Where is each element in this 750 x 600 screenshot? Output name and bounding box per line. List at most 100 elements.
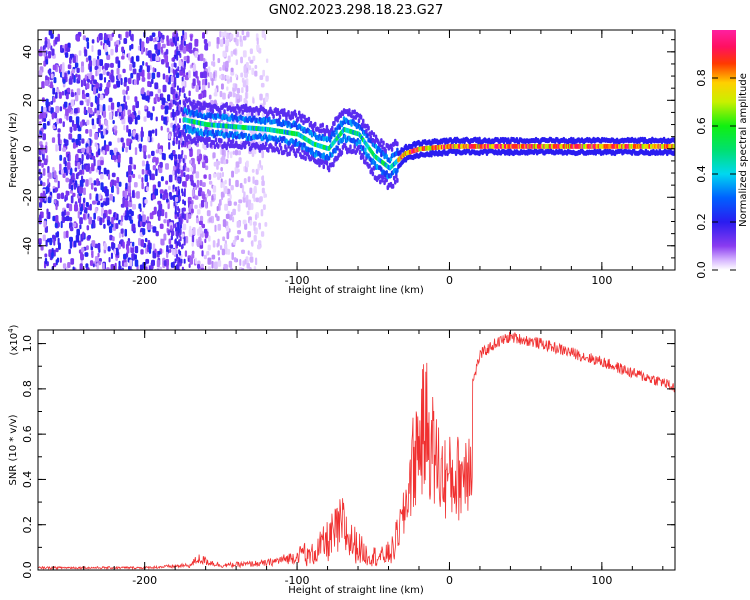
spectrogram-cell <box>201 193 206 200</box>
spectrogram-cell <box>202 79 206 87</box>
spectrogram-cell <box>327 167 331 173</box>
spectrogram-cell <box>194 257 197 264</box>
spectrogram-cell <box>183 60 186 66</box>
spectrogram-cell <box>230 267 234 270</box>
spectrogram-cell <box>150 114 153 121</box>
spectrogram-cell <box>91 45 94 52</box>
spectrogram-cell <box>367 125 370 131</box>
spectrogram-cell <box>70 92 75 98</box>
spectrogram-cell <box>241 267 245 270</box>
spectrogram-cell <box>47 43 51 49</box>
spectrogram-cell <box>89 145 92 153</box>
spectrogram-cell <box>182 46 187 54</box>
spectrogram-cell <box>38 158 42 167</box>
spectrogram-cell <box>178 91 181 97</box>
spectrogram-cell <box>177 123 180 129</box>
spectrogram-cell <box>294 112 298 118</box>
spectrogram-cell <box>205 193 209 198</box>
spectrogram-cell <box>130 43 134 50</box>
spectrogram-cell <box>39 214 42 219</box>
spectrogram-cell <box>139 144 142 152</box>
spectrogram-cell <box>132 203 137 210</box>
spectrogram-cell <box>112 222 117 231</box>
spectrogram-cell <box>175 186 178 192</box>
spectrogram-cell <box>142 214 146 223</box>
spectrogram-x-tick-label: 100 <box>591 274 612 287</box>
spectrogram-cell <box>163 233 167 241</box>
spectrogram-cell <box>161 97 165 106</box>
spectrogram-cell <box>116 176 120 185</box>
spectrogram-cell <box>352 148 355 154</box>
spectrogram-cell <box>88 177 93 186</box>
spectrogram-cell <box>320 128 323 134</box>
spectrogram-cell <box>71 172 75 180</box>
spectrogram-cell <box>161 58 165 65</box>
spectrogram-cell <box>100 124 103 130</box>
spectrogram-cell <box>211 108 215 114</box>
spectrogram-cell <box>94 95 98 104</box>
spectrogram-cell <box>158 148 162 155</box>
spectrogram-cell <box>99 59 104 66</box>
spectrogram-cell <box>51 112 55 118</box>
spectrogram-cell <box>190 179 194 186</box>
spectrogram-cell <box>365 128 368 134</box>
spectrogram-cell <box>92 86 97 95</box>
spectrogram-cell <box>141 41 145 49</box>
spectrogram-cell <box>56 231 60 237</box>
spectrogram-cell <box>252 221 257 226</box>
spectrogram-cell <box>66 161 71 170</box>
spectrogram-cell <box>61 69 65 78</box>
spectrogram-cell <box>152 156 157 163</box>
spectrogram-cell <box>41 182 46 187</box>
spectrogram-cell <box>172 68 175 74</box>
spectrogram-cell <box>265 58 269 64</box>
spectrogram-cell <box>254 70 258 77</box>
spectrogram-cell <box>47 166 50 174</box>
spectrogram-cell <box>128 265 131 270</box>
spectrogram-cell <box>133 182 138 188</box>
spectrogram-cell <box>81 159 84 165</box>
spectrogram-cell <box>91 39 95 44</box>
spectrogram-cell <box>267 147 270 153</box>
spectrogram-cell <box>147 154 151 159</box>
spectrogram-cell <box>145 266 148 270</box>
spectrogram-cell <box>359 114 363 120</box>
spectrogram-cell <box>232 239 236 246</box>
spectrogram-cell <box>104 119 109 126</box>
spectrogram-cell <box>264 221 268 227</box>
spectrogram-cell <box>98 87 103 92</box>
spectrogram-cell <box>185 43 189 52</box>
spectrogram-cell <box>133 110 136 116</box>
spectrogram-cell <box>208 173 212 180</box>
spectrogram-cell <box>382 140 385 146</box>
spectrogram-cell <box>174 238 177 244</box>
spectrogram-cell <box>99 193 102 200</box>
spectrogram-cell <box>212 185 217 193</box>
spectrogram-cell <box>176 46 179 52</box>
spectrogram-cell <box>356 112 360 118</box>
spectrogram-cell <box>116 187 120 195</box>
spectrogram-cell <box>195 70 198 79</box>
spectrogram-cell <box>132 241 135 247</box>
spectrogram-cell <box>102 110 107 118</box>
spectrogram-cell <box>225 75 230 80</box>
spectrogram-cell <box>98 32 103 41</box>
spectrogram-cell <box>174 53 177 59</box>
spectrogram-cell <box>45 98 49 106</box>
spectrogram-cell <box>189 49 193 54</box>
spectrogram-cell <box>46 208 49 216</box>
spectrogram-cell <box>225 159 229 164</box>
spectrogram-cell <box>85 263 89 269</box>
spectrogram-cell <box>232 91 235 98</box>
spectrogram-cell <box>138 237 141 246</box>
spectrogram-cell <box>226 248 231 255</box>
spectrogram-cell <box>199 53 204 62</box>
spectrogram-cell <box>169 244 174 249</box>
spectrogram-cell <box>67 42 71 49</box>
spectrogram-cell <box>141 160 145 167</box>
spectrogram-cell <box>195 217 200 224</box>
spectrogram-cell <box>85 202 89 207</box>
spectrogram-cell <box>97 93 101 99</box>
spectrogram-cell <box>110 264 115 270</box>
spectrogram-cell <box>137 174 142 179</box>
